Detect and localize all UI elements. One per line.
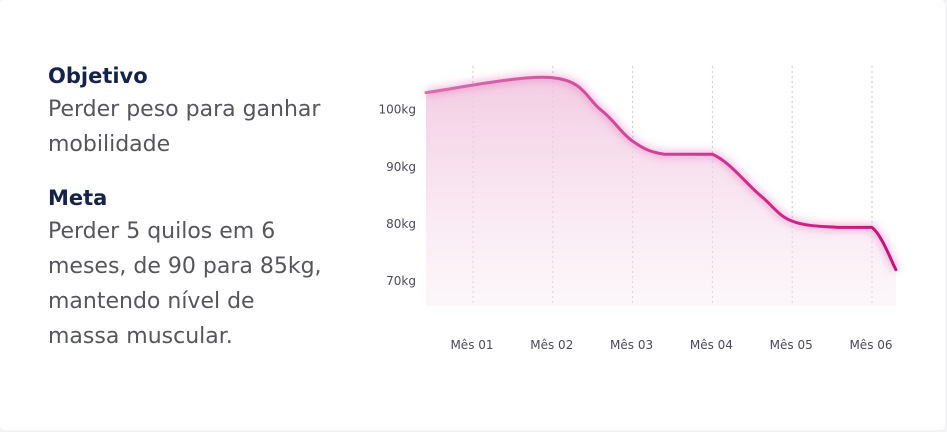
x-tick-label: Mês 02 [530, 338, 573, 352]
y-axis: 100kg 90kg 80kg 70kg [379, 103, 416, 288]
text-column: Objetivo Perder peso para ganhar mobilid… [48, 62, 358, 354]
y-tick-label: 90kg [386, 160, 416, 174]
meta-line: Perder 5 quilos em 6 [48, 219, 276, 244]
meta-line: mantendo nível de [48, 289, 255, 314]
objective-text: Perder peso para ganhar mobilidade [48, 92, 358, 162]
x-tick-label: Mês 01 [450, 338, 493, 352]
area-layer [426, 77, 896, 306]
meta-text: Perder 5 quilos em 6 meses, de 90 para 8… [48, 214, 358, 354]
series-area [426, 77, 896, 306]
meta-line: massa muscular. [48, 324, 233, 349]
objective-label: Objetivo [48, 64, 148, 88]
y-tick-label: 100kg [379, 103, 416, 117]
y-tick-label: 70kg [386, 274, 416, 288]
series-line [424, 75, 898, 272]
objective-line: mobilidade [48, 132, 171, 157]
line-layer [424, 73, 900, 272]
y-tick-label: 80kg [386, 217, 416, 231]
x-tick-label: Mês 04 [690, 338, 733, 352]
x-tick-label: Mês 05 [770, 338, 813, 352]
x-axis: Mês 01 Mês 02 Mês 03 Mês 04 Mês 05 Mês 06 [450, 338, 892, 352]
objective-line: Perder peso para ganhar [48, 97, 321, 122]
x-tick-label: Mês 03 [610, 338, 653, 352]
meta-line: meses, de 90 para 85kg, [48, 254, 322, 279]
x-tick-label: Mês 06 [849, 338, 892, 352]
meta-label: Meta [48, 186, 108, 210]
weight-chart: 100kg 90kg 80kg 70kg Mês 01 Mês 02 Mês 03 Mês … [370, 40, 930, 370]
